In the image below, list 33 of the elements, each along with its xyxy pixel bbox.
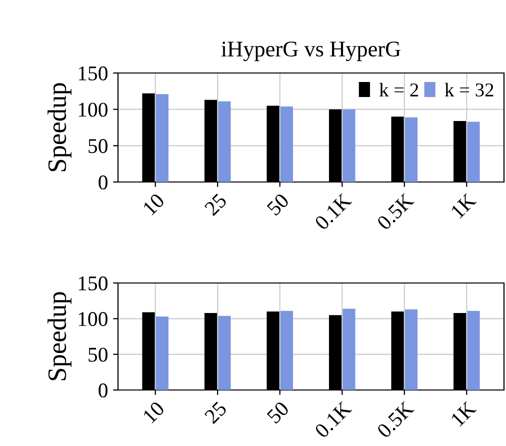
y-axis-title: Speedup [48,83,72,172]
bar [156,316,168,390]
x-tick-label: 25 [204,192,228,216]
legend-label: k = 32 [444,82,494,97]
chart-title: iHyperG vs HyperG [221,42,400,62]
legend-label: k = 2 [379,82,418,96]
bar [467,310,480,390]
x-tick-label: 50 [266,400,290,424]
bar [218,101,231,182]
bar [342,109,356,182]
x-tick-label: 1K [450,192,477,219]
bar [218,316,231,390]
y-tick-label: 100 [78,312,108,326]
y-tick-label: 150 [78,276,108,290]
bar [404,117,418,182]
y-tick-label: 150 [78,66,108,80]
x-tick-label: 50 [266,192,290,216]
y-tick-label: 50 [88,139,108,154]
bar [156,94,168,182]
bar [342,308,356,390]
bar [467,122,480,182]
y-tick-label: 0 [98,175,108,190]
x-tick-label: 1K [450,400,477,427]
bar [280,106,294,182]
bar [404,309,418,390]
x-tick-label: 10 [142,400,166,424]
y-tick-label: 0 [98,383,108,398]
y-tick-label: 100 [78,102,108,117]
bar [280,310,294,390]
y-tick-label: 50 [88,348,108,362]
x-tick-label: 25 [204,400,228,424]
y-axis-title: Speedup [48,292,72,380]
x-tick-label: 10 [142,192,166,216]
